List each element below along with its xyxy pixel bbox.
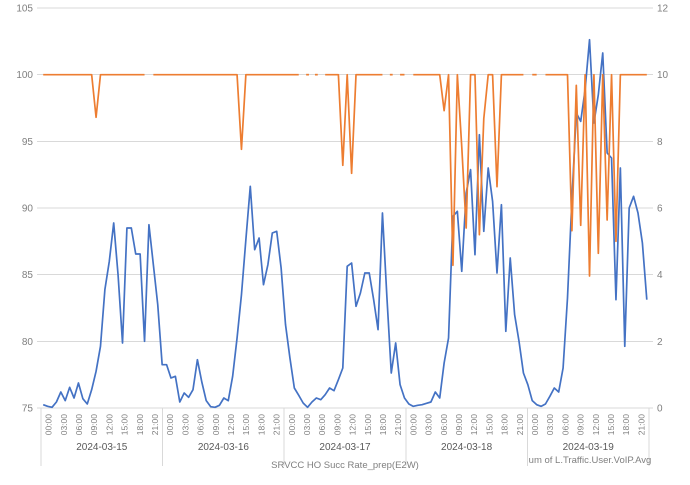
x-tick-time: 18:00: [621, 414, 631, 436]
left-axis-tick-label: 75: [22, 404, 34, 415]
right-axis-tick-label: 6: [657, 204, 663, 215]
x-tick-time: 06:00: [196, 414, 206, 436]
x-tick-time: 18:00: [135, 414, 145, 436]
x-tick-time: 15:00: [484, 414, 494, 436]
x-tick-time: 12:00: [104, 414, 114, 436]
x-tick-time: 09:00: [576, 414, 586, 436]
x-tick-time: 00:00: [530, 414, 540, 436]
x-tick-time: 00:00: [44, 414, 54, 436]
x-tick-time: 00:00: [408, 414, 418, 436]
series-line-srvcc: [545, 73, 647, 277]
series-line-srvcc: [43, 73, 145, 119]
right-axis-tick-label: 0: [657, 404, 663, 415]
x-tick-time: 06:00: [560, 414, 570, 436]
x-tick-time: 15:00: [120, 414, 130, 436]
x-tick-time: 03:00: [59, 414, 69, 436]
x-tick-time: 03:00: [302, 414, 312, 436]
right-axis-tick-label: 4: [657, 270, 663, 281]
x-tick-time: 15:00: [606, 414, 616, 436]
x-day-group-label: 2024-03-19: [563, 442, 615, 453]
x-tick-time: 06:00: [439, 414, 449, 436]
x-tick-time: 09:00: [332, 414, 342, 436]
x-tick-time: 21:00: [150, 414, 160, 436]
x-tick-time: 21:00: [515, 414, 525, 436]
x-tick-time: 12:00: [226, 414, 236, 436]
x-tick-time: 15:00: [363, 414, 373, 436]
x-tick-time: 06:00: [317, 414, 327, 436]
x-tick-time: 03:00: [424, 414, 434, 436]
x-tick-time: 21:00: [393, 414, 403, 436]
left-axis-tick-label: 80: [22, 337, 34, 348]
right-axis-tick-label: 8: [657, 137, 663, 148]
x-tick-time: 12:00: [348, 414, 358, 436]
series-line-srvcc: [153, 73, 299, 151]
right-axis-labels: 0 2 4 6 8 10 12: [657, 4, 669, 415]
series-line-srvcc: [413, 73, 524, 267]
x-tick-time: 09:00: [89, 414, 99, 436]
x-tick-time: 18:00: [500, 414, 510, 436]
x-day-group-label: 2024-03-17: [319, 442, 371, 453]
left-axis-tick-label: 100: [16, 70, 33, 81]
x-tick-time: 21:00: [272, 414, 282, 436]
x-day-group-label: 2024-03-15: [76, 442, 128, 453]
x-tick-time: 18:00: [256, 414, 266, 436]
series-line-srvcc: [325, 73, 383, 175]
x-tick-time: 15:00: [241, 414, 251, 436]
right-axis-tick-label: 2: [657, 337, 663, 348]
legend-item-srvcc: SRVCC HO Succ Rate_prep(E2W): [271, 460, 419, 471]
chart-legend: SRVCC HO Succ Rate_prep(E2W) um of L.Traf…: [271, 455, 651, 471]
right-axis-tick-label: 12: [657, 4, 669, 15]
left-axis-tick-label: 105: [16, 4, 33, 15]
left-axis-tick-label: 90: [22, 204, 34, 215]
right-axis-tick-label: 10: [657, 70, 669, 81]
x-tick-time: 09:00: [454, 414, 464, 436]
x-tick-time: 09:00: [211, 414, 221, 436]
x-day-group-label: 2024-03-18: [441, 442, 493, 453]
left-axis-labels: 75 80 85 90 95 100 105: [16, 4, 33, 415]
x-tick-time: 06:00: [74, 414, 84, 436]
x-day-group-label: 2024-03-16: [198, 442, 250, 453]
x-tick-time: 18:00: [378, 414, 388, 436]
series-line-voip: [42, 38, 648, 409]
x-tick-time: 03:00: [180, 414, 190, 436]
day-separators: [40, 408, 650, 466]
left-axis-tick-label: 85: [22, 270, 34, 281]
gridlines: [41, 7, 649, 409]
x-tick-time: 21:00: [636, 414, 646, 436]
x-tick-time: 12:00: [469, 414, 479, 436]
x-axis-time-labels: 00:00 03:00 06:00 09:00 12:00 15:00 18:00 21:00…: [44, 414, 647, 436]
legend-item-voip: um of L.Traffic.User.VoIP.Avg: [529, 455, 652, 466]
x-tick-time: 00:00: [287, 414, 297, 436]
series-lines: [42, 38, 648, 409]
left-axis-tick-label: 95: [22, 137, 34, 148]
axis-tick-marks: [37, 7, 653, 409]
x-tick-time: 12:00: [591, 414, 601, 436]
x-axis-day-labels: 2024-03-15 2024-03-16 2024-03-17 2024-03-18…: [76, 442, 614, 453]
x-tick-time: 00:00: [165, 414, 175, 436]
x-tick-time: 03:00: [545, 414, 555, 436]
